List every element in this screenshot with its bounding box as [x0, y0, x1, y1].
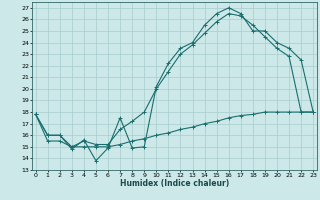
X-axis label: Humidex (Indice chaleur): Humidex (Indice chaleur) — [120, 179, 229, 188]
